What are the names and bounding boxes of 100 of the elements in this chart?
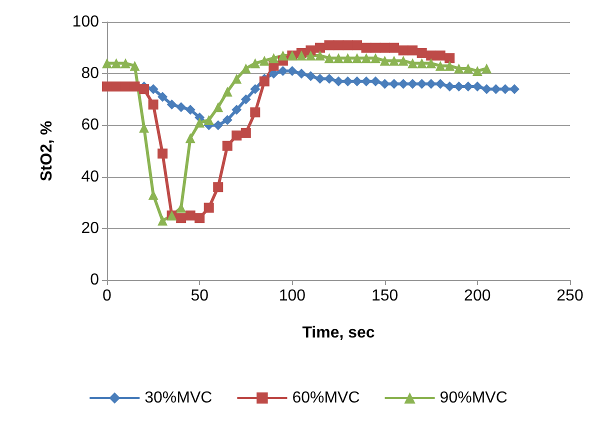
point: [222, 115, 232, 126]
point: [185, 133, 196, 144]
legend-label: 60%MVC: [292, 390, 360, 406]
point: [111, 58, 122, 68]
point: [213, 120, 224, 130]
point: [408, 58, 418, 68]
point: [306, 71, 316, 82]
point: [102, 82, 112, 92]
x-axis-title: Time, sec: [302, 324, 375, 342]
point: [194, 118, 205, 128]
point: [324, 53, 334, 64]
point: [314, 74, 325, 84]
point: [148, 84, 158, 94]
point: [380, 42, 390, 53]
point: [296, 50, 306, 61]
point: [176, 102, 186, 112]
point: [426, 58, 436, 68]
point: [139, 84, 150, 94]
point: [426, 50, 436, 61]
y-tick-label: 60: [81, 116, 100, 134]
point: [389, 56, 400, 66]
point: [158, 148, 168, 159]
point: [361, 42, 372, 53]
point: [204, 115, 214, 126]
point: [361, 53, 372, 64]
point: [185, 210, 196, 220]
point: [361, 76, 372, 86]
point: [250, 58, 260, 68]
x-tick-label: 100: [278, 288, 306, 304]
y-tick-label: 0: [90, 272, 100, 288]
point: [278, 50, 288, 61]
legend-label: 90%MVC: [440, 390, 508, 406]
point: [334, 53, 344, 64]
point: [111, 82, 122, 92]
y-axis-title: StO2, %: [38, 120, 56, 182]
point: [398, 78, 408, 89]
point: [194, 213, 205, 224]
y-tick-label: 20: [81, 220, 100, 237]
point: [408, 78, 418, 89]
point: [416, 58, 427, 68]
point: [222, 86, 232, 97]
point: [102, 58, 112, 68]
point: [213, 102, 224, 112]
point: [232, 130, 242, 141]
point: [342, 53, 353, 64]
point: [314, 50, 325, 61]
point: [342, 40, 353, 50]
point: [426, 78, 436, 89]
point: [435, 60, 446, 71]
point: [232, 74, 242, 84]
point: [408, 45, 418, 56]
x-tick-label: 0: [102, 288, 112, 304]
point: [380, 78, 390, 89]
y-tick-label: 40: [81, 168, 100, 186]
point: [500, 84, 510, 94]
point: [240, 94, 251, 104]
point: [380, 56, 390, 66]
point: [389, 42, 400, 53]
point: [352, 76, 362, 86]
point: [232, 104, 242, 115]
point: [435, 50, 446, 61]
point: [509, 84, 520, 94]
point: [268, 53, 279, 64]
point: [334, 40, 344, 50]
point: [370, 42, 381, 53]
point: [482, 63, 492, 74]
point: [250, 107, 260, 118]
point: [416, 48, 427, 58]
point: [482, 84, 492, 94]
point: [259, 56, 270, 66]
point: [444, 53, 455, 64]
point: [314, 42, 325, 53]
point: [204, 202, 214, 213]
point: [398, 56, 408, 66]
point: [370, 76, 381, 86]
point: [306, 50, 316, 61]
point: [398, 45, 408, 56]
x-tick-label: 50: [190, 288, 209, 304]
point: [222, 140, 232, 151]
point: [334, 76, 344, 86]
point: [324, 40, 334, 50]
point: [250, 84, 260, 94]
point: [324, 74, 334, 84]
y-tick-label: 80: [81, 65, 100, 82]
point: [120, 58, 131, 68]
point: [352, 53, 362, 64]
point: [490, 84, 501, 94]
point: [158, 92, 168, 102]
point: [454, 63, 464, 74]
point: [278, 66, 288, 76]
point: [416, 78, 427, 89]
point: [287, 66, 298, 76]
point: [213, 182, 224, 192]
y-tick-label: 100: [72, 14, 100, 30]
point: [240, 128, 251, 138]
point: [130, 82, 140, 92]
point: [444, 60, 455, 71]
point: [259, 76, 270, 86]
point: [463, 63, 474, 74]
point: [296, 68, 306, 79]
